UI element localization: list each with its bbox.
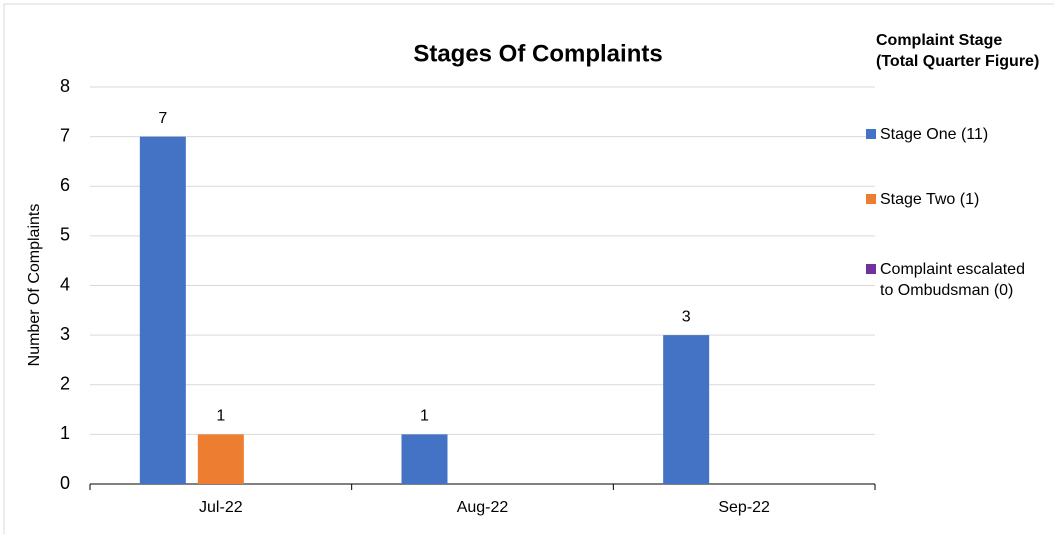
legend-swatch	[866, 129, 876, 139]
y-tick-label: 1	[60, 423, 70, 443]
data-label: 1	[420, 408, 429, 425]
bar	[139, 136, 186, 484]
y-axis-label: Number Of Complaints	[26, 204, 43, 367]
x-tick-label: Sep-22	[718, 499, 770, 516]
legend-item: Complaint escalated to Ombudsman (0)	[866, 259, 1054, 301]
legend-label: Complaint escalated to Ombudsman (0)	[880, 261, 1025, 299]
y-tick-label: 7	[60, 125, 70, 145]
legend-swatch	[866, 194, 876, 204]
x-tick-label: Aug-22	[457, 499, 509, 516]
legend-item: Stage One (11)	[866, 124, 1054, 145]
y-tick-label: 2	[60, 374, 70, 394]
chart-border	[3, 3, 1054, 534]
legend-item: Stage Two (1)	[866, 189, 1054, 210]
chart-title: Stages Of Complaints	[413, 40, 662, 67]
y-tick-label: 5	[60, 225, 70, 245]
y-tick-label: 6	[60, 175, 70, 195]
x-tick-label: Jul-22	[199, 499, 243, 516]
bar	[663, 335, 710, 484]
legend-label: Stage One (11)	[880, 126, 989, 143]
data-label: 3	[682, 308, 691, 325]
y-tick-label: 0	[60, 473, 70, 493]
legend-swatch	[866, 264, 876, 274]
legend-label: Stage Two (1)	[880, 191, 980, 208]
y-tick-label: 8	[60, 76, 70, 96]
bar	[401, 434, 448, 484]
data-label: 7	[158, 110, 167, 127]
y-tick-label: 4	[60, 274, 70, 294]
data-label: 1	[216, 408, 225, 425]
y-tick-label: 3	[60, 324, 70, 344]
legend-title: Complaint Stage (Total Quarter Figure)	[876, 32, 1040, 70]
bar	[197, 434, 244, 484]
